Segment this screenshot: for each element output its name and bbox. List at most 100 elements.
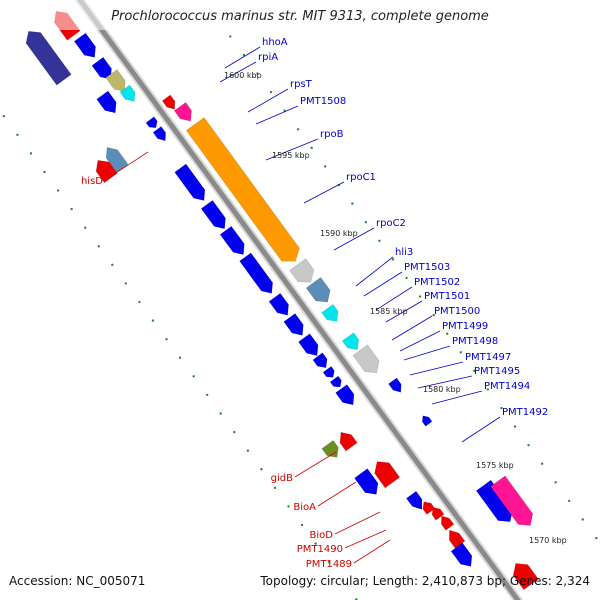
guide-dot bbox=[527, 443, 530, 447]
gene-label-reverse: hisD bbox=[81, 176, 103, 187]
gene-label-forward: PMT1492 bbox=[502, 407, 548, 418]
guide-dot bbox=[459, 351, 462, 354]
kbp-marker-label: 1600 kbp bbox=[224, 71, 262, 80]
leader-line bbox=[334, 511, 381, 535]
leader-line bbox=[391, 315, 433, 341]
leader-line bbox=[431, 390, 483, 405]
gene-features bbox=[25, 10, 539, 591]
guide-dot bbox=[554, 481, 557, 484]
leader-line bbox=[255, 105, 299, 125]
kbp-markers: 1600 kbp 1595 kbp 1590 kbp 1585 kbp 1580 kbp… bbox=[224, 71, 567, 545]
leader-line bbox=[224, 46, 261, 69]
leader-line bbox=[355, 256, 394, 287]
gene-label-forward: PMT1497 bbox=[465, 352, 511, 363]
label-leader-lines bbox=[104, 46, 501, 564]
gene-feature bbox=[321, 439, 339, 458]
gene-feature bbox=[352, 344, 380, 374]
gene-feature bbox=[95, 159, 118, 184]
leader-line bbox=[104, 151, 149, 181]
guide-dot bbox=[83, 226, 87, 229]
leader-line bbox=[375, 286, 413, 311]
guide-dot bbox=[324, 165, 327, 168]
gene-feature bbox=[341, 332, 360, 351]
guide-dot bbox=[273, 486, 277, 490]
leader-line bbox=[219, 61, 257, 83]
gene-labels: hhoA rpiA rpsT PMT1508 rpoB rpoC1 rpoC2 hli3 PMT… bbox=[81, 37, 548, 570]
leader-line bbox=[303, 181, 345, 204]
gene-feature bbox=[448, 529, 466, 549]
gene-label-forward: rpoB bbox=[320, 129, 344, 140]
leader-line bbox=[409, 361, 464, 376]
leader-line bbox=[403, 345, 451, 361]
guide-dot bbox=[43, 170, 46, 174]
guide-dot bbox=[260, 468, 263, 471]
guide-dot bbox=[405, 276, 408, 280]
guide-dot bbox=[56, 189, 60, 192]
gene-feature bbox=[450, 542, 473, 567]
gene-feature bbox=[152, 126, 167, 142]
gene-label-forward: hli3 bbox=[395, 247, 413, 258]
guide-dot bbox=[205, 393, 209, 397]
gene-label-reverse: BioA bbox=[293, 502, 316, 513]
kbp-marker-label: 1590 kbp bbox=[320, 229, 358, 238]
gene-label-forward: PMT1501 bbox=[424, 291, 470, 302]
guide-dot bbox=[473, 369, 476, 373]
gene-feature bbox=[161, 94, 176, 110]
gene-feature bbox=[119, 84, 136, 102]
leader-line bbox=[385, 300, 423, 323]
gene-feature bbox=[239, 252, 274, 294]
gene-feature bbox=[91, 56, 112, 80]
gene-feature bbox=[219, 225, 245, 255]
gene-label-forward: PMT1508 bbox=[300, 96, 346, 107]
title-backdrop bbox=[0, 0, 600, 30]
gene-label-forward: PMT1502 bbox=[414, 277, 460, 288]
gene-label-reverse: PMT1490 bbox=[297, 544, 343, 555]
gene-feature bbox=[374, 461, 401, 489]
gene-label-reverse: PMT1489 bbox=[306, 559, 352, 570]
kbp-marker-label: 1570 kbp bbox=[529, 536, 567, 545]
dotted-guides bbox=[2, 35, 598, 600]
gene-feature bbox=[305, 276, 331, 303]
guide-dot bbox=[233, 430, 236, 434]
gene-feature bbox=[283, 313, 304, 336]
guide-dot bbox=[178, 356, 182, 359]
leader-line bbox=[353, 539, 391, 564]
guide-dot bbox=[192, 375, 195, 378]
gene-feature bbox=[512, 563, 539, 591]
map-title: Prochlorococcus marinus str. MIT 9313, c… bbox=[111, 9, 489, 24]
leader-line bbox=[363, 271, 403, 297]
guide-dot bbox=[300, 523, 304, 527]
kbp-marker-label: 1585 kbp bbox=[370, 307, 408, 316]
gene-label-forward: rpsT bbox=[290, 79, 313, 90]
gene-feature bbox=[96, 90, 117, 114]
guide-dot bbox=[2, 115, 6, 118]
leader-line bbox=[317, 481, 357, 507]
guide-dot bbox=[540, 462, 544, 465]
guide-dot bbox=[568, 499, 571, 503]
gene-label-forward: rpoC2 bbox=[376, 218, 406, 229]
kbp-marker-label: 1580 kbp bbox=[423, 385, 461, 394]
guide-dot bbox=[364, 221, 368, 224]
gene-feature bbox=[105, 69, 126, 92]
guide-dot bbox=[16, 133, 19, 136]
leader-line bbox=[399, 330, 441, 352]
gene-feature bbox=[421, 415, 433, 427]
gene-feature bbox=[173, 101, 192, 122]
guide-dot bbox=[151, 319, 155, 322]
leader-line bbox=[461, 416, 501, 443]
guide-dot bbox=[446, 332, 449, 335]
gene-feature bbox=[322, 365, 335, 378]
guide-dot bbox=[500, 406, 503, 410]
guide-dot bbox=[418, 295, 422, 298]
kbp-marker-label: 1575 kbp bbox=[476, 461, 514, 470]
guide-dot bbox=[138, 300, 141, 304]
guide-dot bbox=[269, 90, 273, 94]
gene-label-forward: PMT1499 bbox=[442, 321, 488, 332]
leader-line bbox=[333, 227, 375, 251]
guide-dot bbox=[97, 245, 100, 248]
guide-dot bbox=[314, 542, 317, 545]
gene-label-forward: PMT1500 bbox=[434, 306, 480, 317]
gene-label-forward: PMT1498 bbox=[452, 336, 498, 347]
gene-feature bbox=[268, 292, 289, 316]
gene-feature bbox=[174, 163, 206, 201]
